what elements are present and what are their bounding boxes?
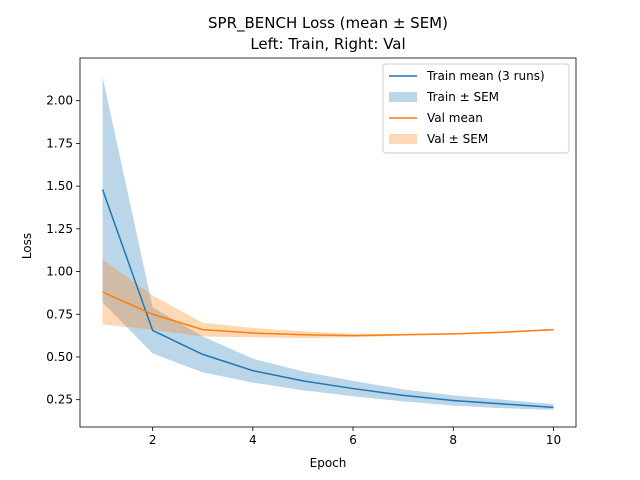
y-tick-label: 1.75 — [46, 136, 73, 150]
x-tick-label: 2 — [149, 433, 157, 447]
chart-subtitle: Left: Train, Right: Val — [250, 35, 405, 53]
axes-layer: 2 4 6 8 10 0.25 0.50 0.75 1.00 1.25 1.50 1.75 2.00 — [46, 57, 577, 447]
x-tick-label: 4 — [249, 433, 257, 447]
y-tick-label: 0.25 — [46, 393, 73, 407]
y-axis-label: Loss — [20, 233, 34, 259]
line-train-mean — [101, 189, 554, 409]
chart-title: SPR_BENCH Loss (mean ± SEM) — [208, 14, 448, 33]
legend-label: Train mean (3 runs) — [426, 69, 545, 83]
legend-label: Train ± SEM — [426, 90, 499, 104]
legend-box — [382, 63, 570, 154]
y-tick-label: 1.25 — [46, 222, 73, 236]
x-axis-label: Epoch — [310, 456, 347, 470]
x-tick-label: 8 — [449, 433, 457, 447]
y-tick-label: 1.50 — [46, 179, 73, 193]
plot-frame — [79, 57, 577, 428]
y-tick-label: 1.00 — [46, 265, 73, 279]
y-tick-label: 0.75 — [46, 307, 73, 321]
legend-label: Val mean — [427, 111, 483, 125]
legend-label: Val ± SEM — [427, 132, 488, 146]
legend-band-swatch — [389, 92, 417, 102]
band-val — [102, 259, 554, 339]
lines-layer — [101, 189, 554, 409]
x-tick-label: 6 — [349, 433, 357, 447]
y-tick-label: 2.00 — [46, 94, 73, 108]
x-tick-label: 10 — [546, 433, 561, 447]
line-val-mean — [102, 291, 554, 337]
y-tick-label: 0.50 — [46, 350, 73, 364]
legend: Train mean (3 runs) Train ± SEM Val mean Va… — [382, 63, 570, 154]
legend-band-swatch — [389, 134, 417, 144]
